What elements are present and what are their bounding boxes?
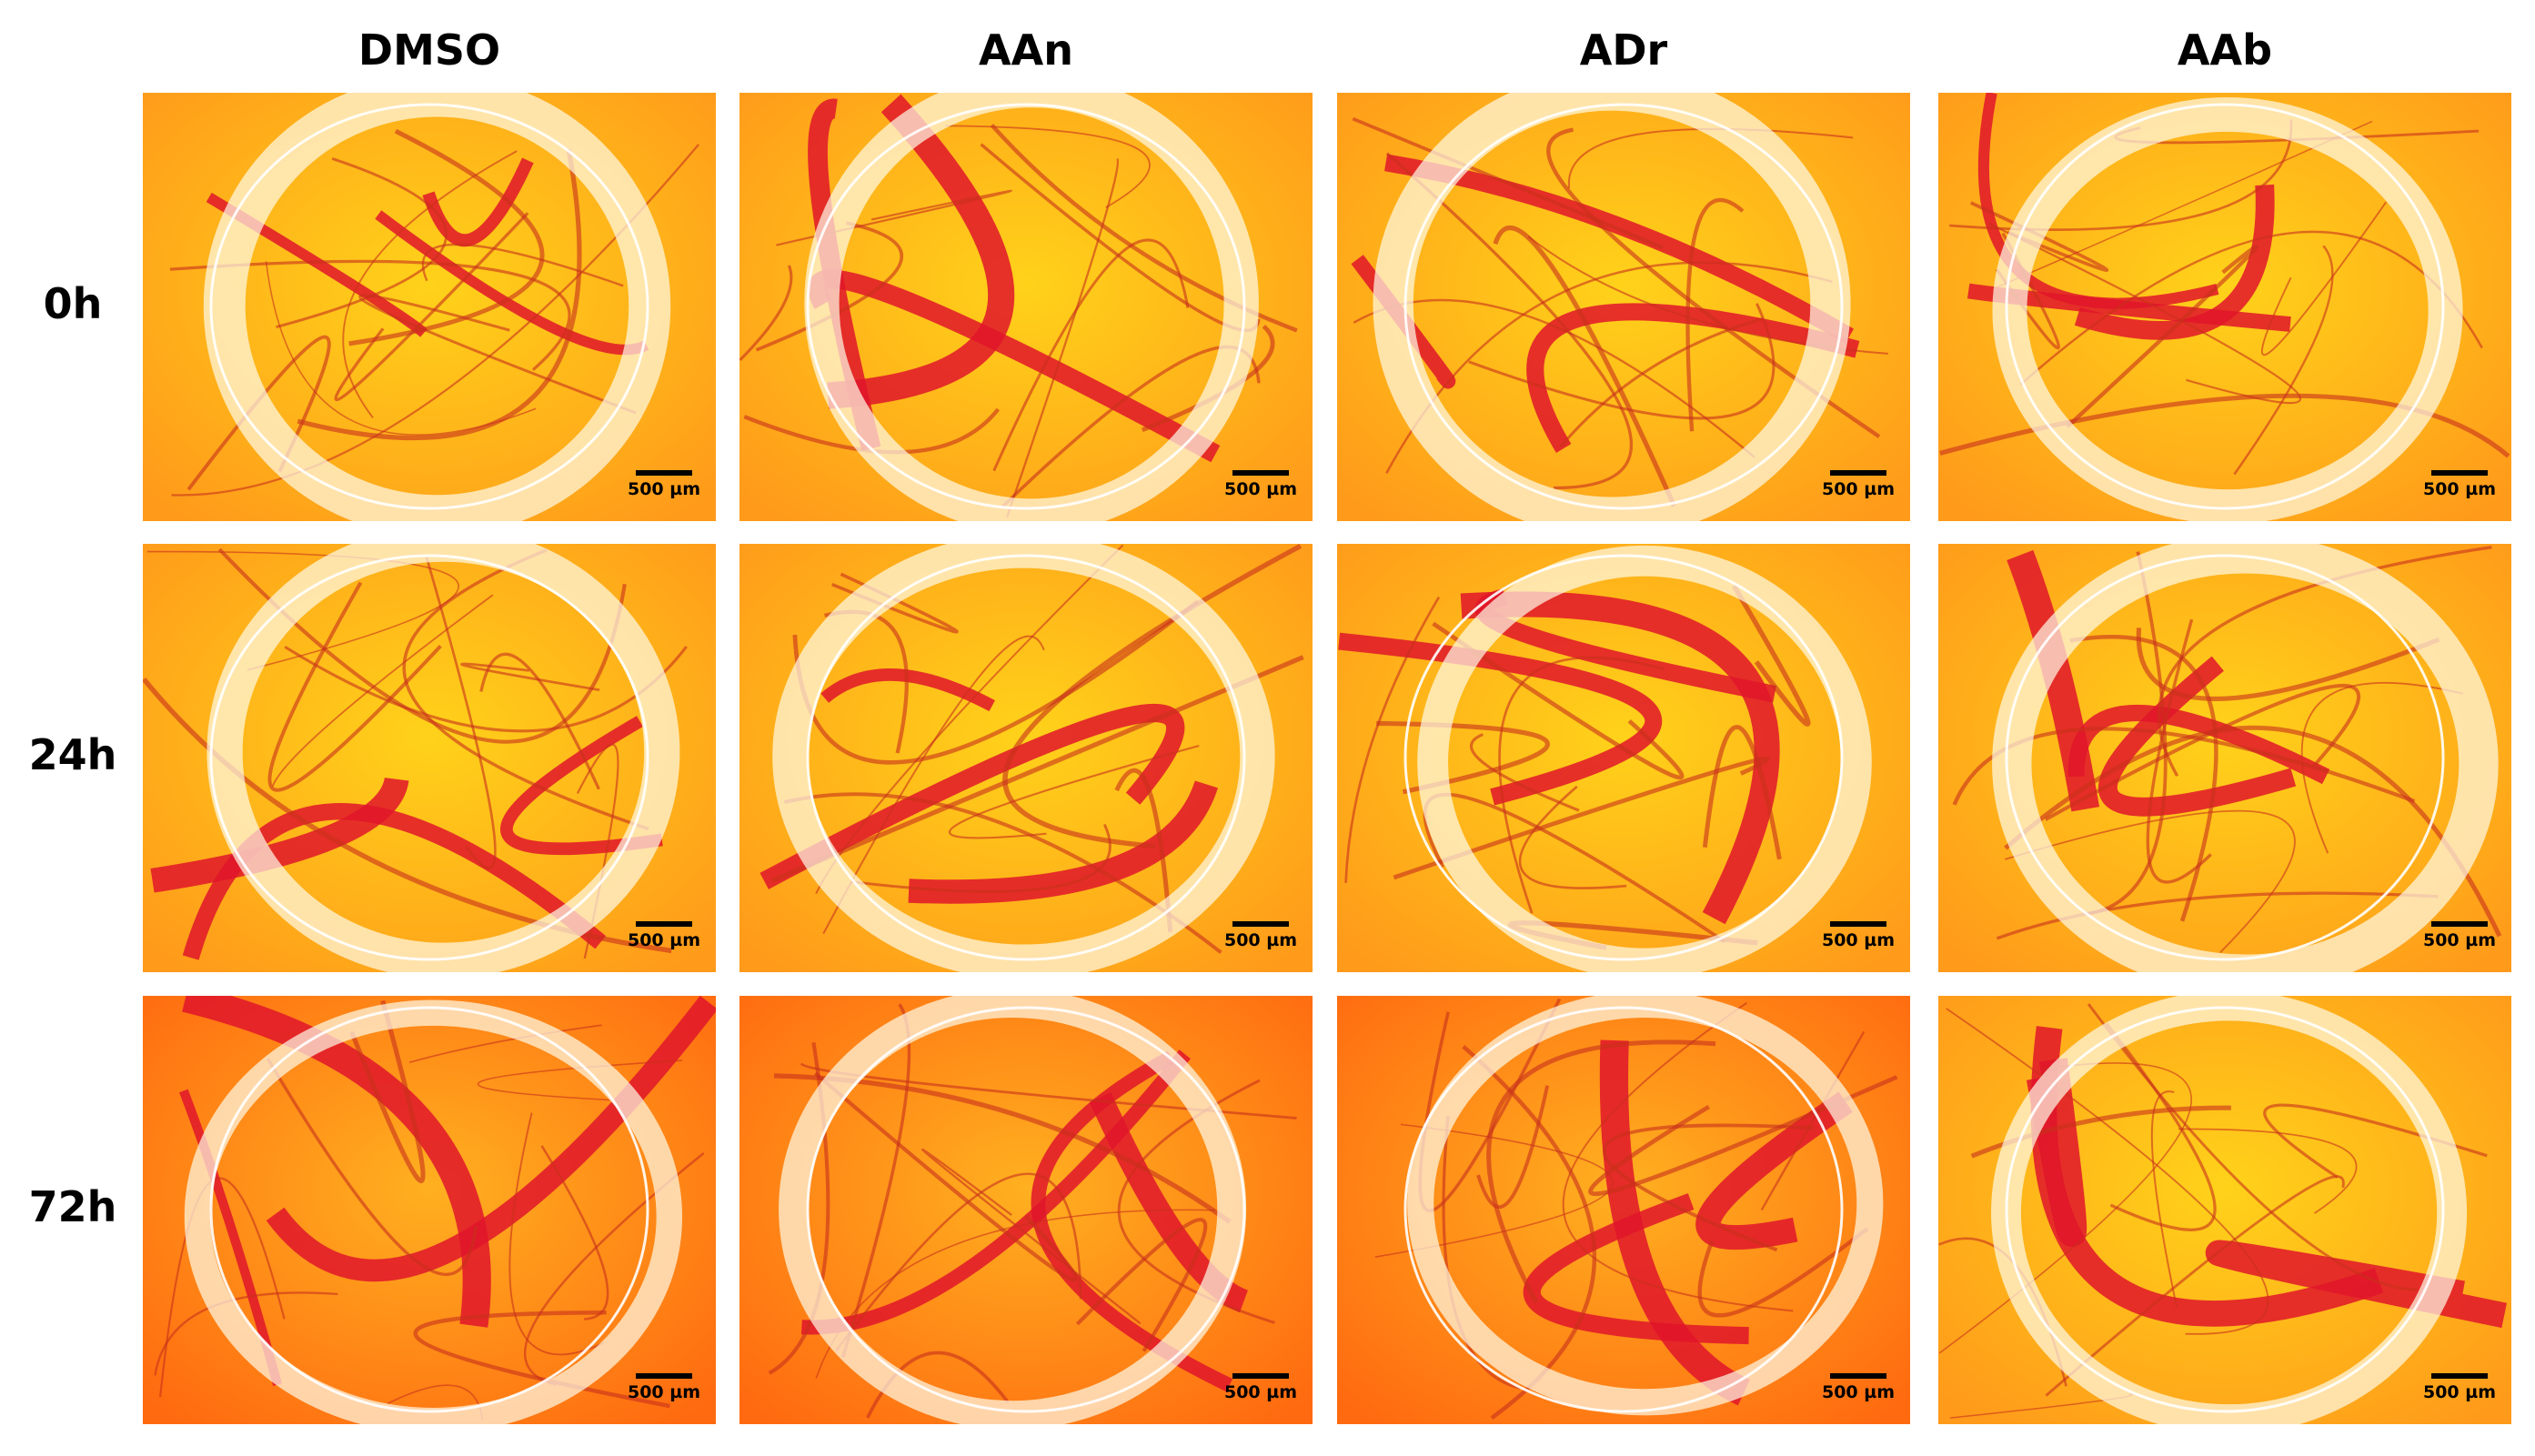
column-header: AAn	[979, 25, 1073, 75]
row-header: 0h	[43, 279, 103, 328]
scale-bar: 500 µm	[1224, 921, 1297, 950]
micrograph-panel: 500 µm	[1337, 544, 1910, 972]
scale-bar-line	[636, 921, 692, 927]
micrograph	[739, 93, 1313, 521]
column-header: AAb	[2177, 25, 2273, 75]
micrograph-panel: 500 µm	[143, 544, 716, 972]
scale-bar: 500 µm	[628, 470, 700, 499]
scale-bar-label: 500 µm	[2422, 1382, 2497, 1402]
scale-bar-line	[636, 470, 692, 476]
micrograph	[1938, 93, 2511, 521]
scale-bar: 500 µm	[628, 1373, 700, 1402]
micrograph-panel: 500 µm	[1337, 996, 1910, 1424]
micrograph	[1337, 93, 1910, 521]
micrograph-panel: 500 µm	[739, 996, 1313, 1424]
scale-bar-label: 500 µm	[1821, 479, 1896, 499]
scale-bar-line	[636, 1373, 692, 1379]
micrograph	[143, 93, 716, 521]
scale-bar-label: 500 µm	[2422, 479, 2497, 499]
row-header: 24h	[28, 730, 117, 779]
micrograph	[143, 544, 716, 972]
scale-bar-line	[1830, 1373, 1886, 1379]
micrograph-panel: 500 µm	[1938, 544, 2511, 972]
micrograph-panel: 500 µm	[143, 996, 716, 1424]
micrograph	[1337, 996, 1910, 1424]
scale-bar: 500 µm	[2423, 921, 2496, 950]
micrograph-panel: 500 µm	[1938, 93, 2511, 521]
micrograph	[143, 996, 716, 1424]
scale-bar-label: 500 µm	[1223, 930, 1298, 950]
scale-bar: 500 µm	[1822, 921, 1895, 950]
scale-bar-label: 500 µm	[1223, 1382, 1298, 1402]
micrograph	[1938, 544, 2511, 972]
scale-bar-line	[1232, 921, 1289, 927]
scale-bar-label: 500 µm	[1821, 930, 1896, 950]
micrograph	[1337, 544, 1910, 972]
scale-bar: 500 µm	[1224, 470, 1297, 499]
column-header: DMSO	[357, 25, 501, 75]
scale-bar-label: 500 µm	[1821, 1382, 1896, 1402]
row-header: 72h	[28, 1182, 117, 1231]
scale-bar: 500 µm	[628, 921, 700, 950]
micrograph	[739, 544, 1313, 972]
scale-bar-line	[1232, 1373, 1289, 1379]
scale-bar-line	[2431, 470, 2488, 476]
scale-bar: 500 µm	[1822, 470, 1895, 499]
micrograph-panel: 500 µm	[739, 93, 1313, 521]
scale-bar-label: 500 µm	[2422, 930, 2497, 950]
scale-bar-line	[2431, 1373, 2488, 1379]
column-header: ADr	[1579, 25, 1668, 75]
micrograph-panel: 500 µm	[1337, 93, 1910, 521]
scale-bar: 500 µm	[1224, 1373, 1297, 1402]
scale-bar: 500 µm	[1822, 1373, 1895, 1402]
scale-bar-label: 500 µm	[627, 930, 701, 950]
micrograph	[739, 996, 1313, 1424]
micrograph-panel: 500 µm	[143, 93, 716, 521]
scale-bar-line	[1830, 921, 1886, 927]
scale-bar-line	[1830, 470, 1886, 476]
micrograph-panel: 500 µm	[739, 544, 1313, 972]
scale-bar-line	[1232, 470, 1289, 476]
micrograph	[1938, 996, 2511, 1424]
scale-bar-line	[2431, 921, 2488, 927]
scale-bar: 500 µm	[2423, 470, 2496, 499]
scale-bar-label: 500 µm	[627, 1382, 701, 1402]
scale-bar-label: 500 µm	[627, 479, 701, 499]
scale-bar: 500 µm	[2423, 1373, 2496, 1402]
scale-bar-label: 500 µm	[1223, 479, 1298, 499]
micrograph-panel: 500 µm	[1938, 996, 2511, 1424]
